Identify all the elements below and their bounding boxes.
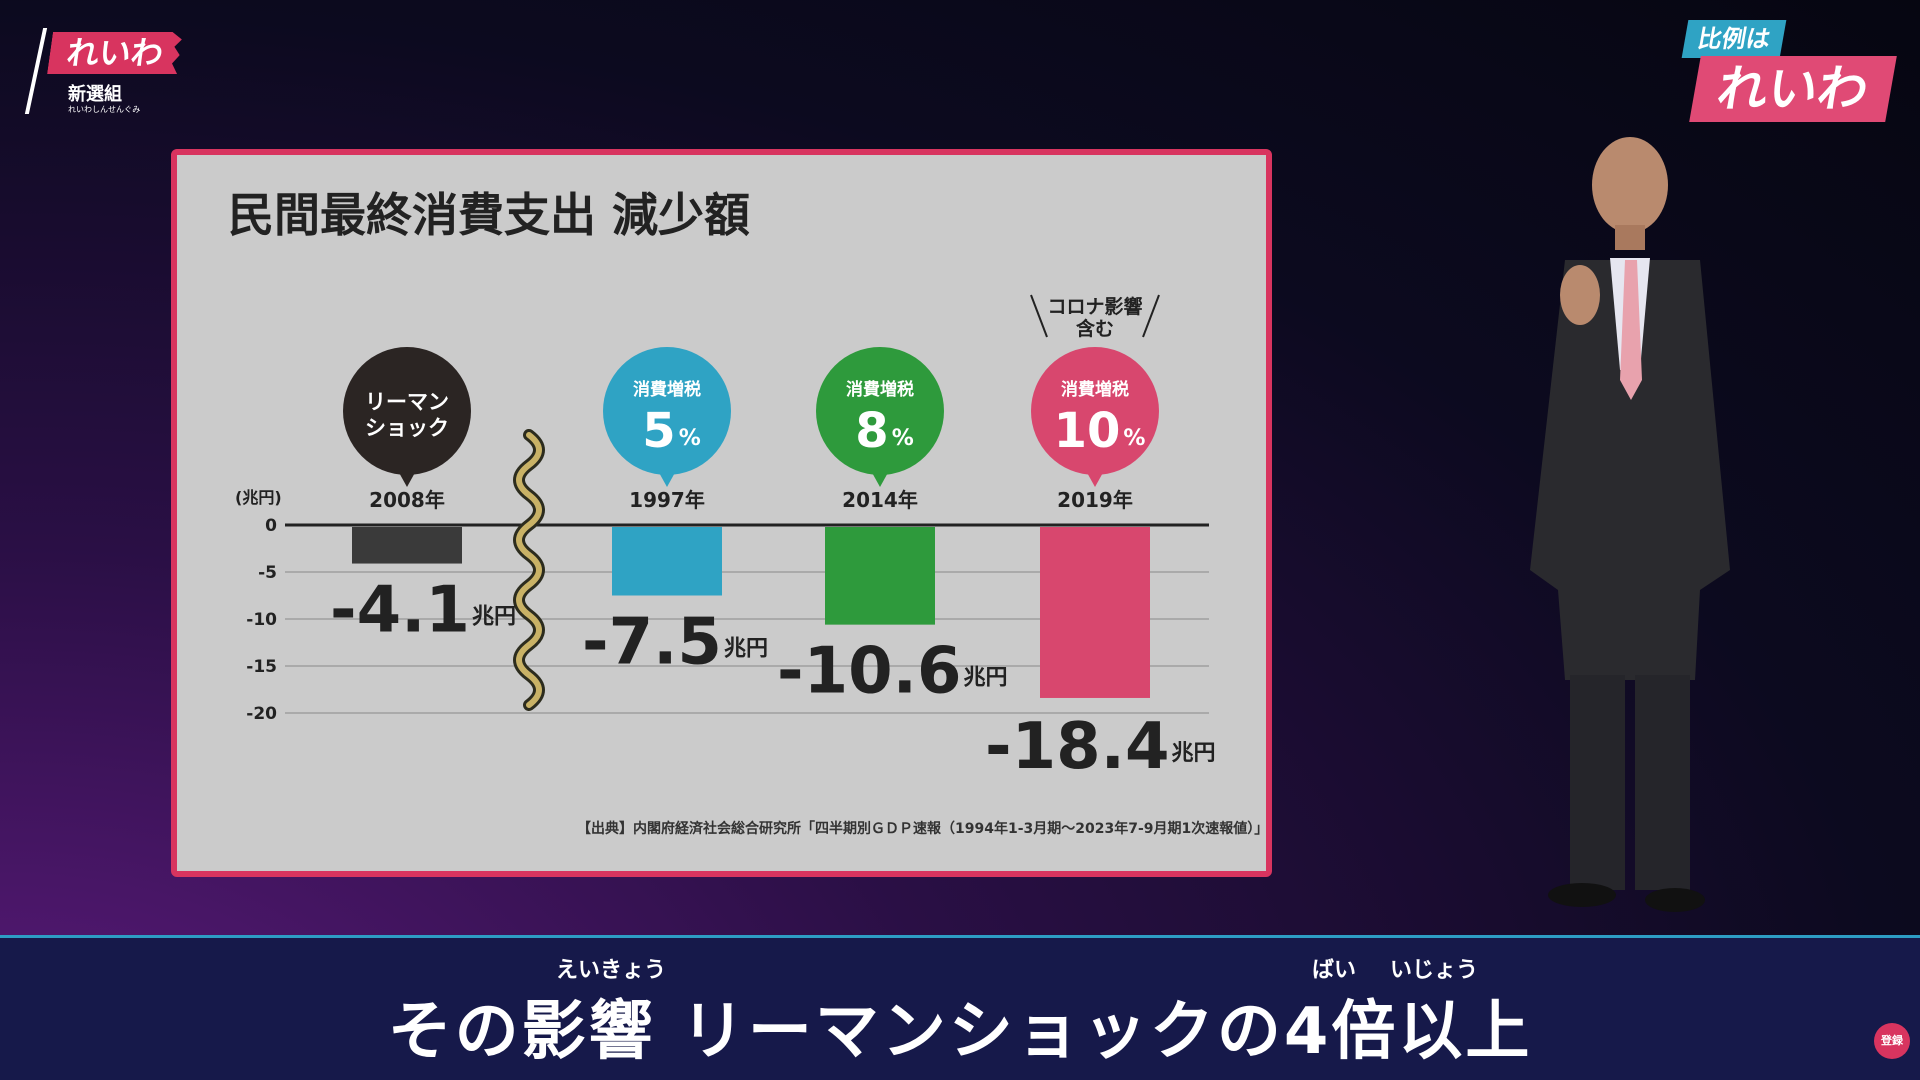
bubble-pct: % [892,426,914,451]
value-unit: 兆円 [724,637,768,662]
bar-chart: 民間最終消費支出 減少額 (兆円) 0-5-10-15-20 -4.1 兆円200… [228,188,1266,837]
vote-badge: 比例は れいわ [1681,20,1897,124]
logo-mark: れいわ [47,32,183,74]
badge-main: れいわ [1689,56,1897,122]
bubble-pointer [397,469,417,487]
annot-slash-left [1030,294,1048,338]
bubble-line1: 消費増税 [846,379,914,400]
value-unit: 兆円 [963,666,1007,691]
year-label: 1997年 [629,488,705,512]
chart-panel: 民間最終消費支出 減少額 (兆円) 0 -5 -10 -15 -20 -4.1 兆円 200… [171,149,1272,877]
badge-top: 比例は [1681,20,1787,58]
presenter-hand [1560,265,1600,325]
y-tick-labels: 0 -5 -10 -15 -20 [246,516,277,724]
bubble-line1: 消費増税 [633,379,701,400]
bubble-pointer [1085,469,1105,487]
bubbles: リーマンショック 消費増税 5 % 消費増税 8 % 消費増税 10% [343,347,1159,487]
chart-title: 民間最終消費支出 減少額 [228,188,750,242]
source-note: 【出典】内閣府経済社会総合研究所「四半期別ＧＤＰ速報（1994年1-3月期〜20… [577,820,1266,837]
annot-line: 含む [1076,317,1114,340]
bubble-rate: 5 [642,403,675,459]
value-label: -10.6 [777,635,961,709]
value-label: -4.1 [330,574,470,648]
year-label: 2014年 [842,488,918,512]
bubble-line1: 消費増税 [1061,379,1129,400]
value-label: -18.4 [985,710,1169,784]
y-tick-label: -20 [246,704,277,724]
bubble-pct: % [1123,426,1145,451]
bar-2014年 [825,527,935,625]
axis-break [513,429,545,711]
presenter-tie [1620,260,1642,400]
bubble [603,347,731,475]
presenter-shoe-right [1645,888,1705,912]
logo-slash [24,28,48,114]
presenter-neck [1615,225,1645,250]
y-tick-label: -10 [246,610,277,630]
y-tick-label: -5 [258,563,277,583]
annot-slash-right [1142,294,1160,338]
subtitle-text: その影響 リーマンショックの4倍以上 [387,995,1533,1069]
annot-line: コロナ影響 [1047,295,1142,318]
bubble-pointer [657,469,677,487]
presenter-head [1592,137,1668,233]
bar-2008年 [352,527,462,564]
presenter-jacket [1530,260,1730,680]
value-label: -7.5 [582,606,722,680]
grid-lines [285,523,1209,714]
value-unit: 兆円 [1171,741,1215,766]
ruby-bai: ばい [1312,958,1357,983]
presenter-leg-right [1635,675,1690,890]
subtitle-bar: えいきょう ばい いじょう その影響 リーマンショックの4倍以上 [0,935,1920,1080]
bubble-rate: 8 [855,403,888,459]
subscribe-button[interactable]: 登録 [1874,1023,1910,1059]
bar-1997年 [612,527,722,596]
bubble [816,347,944,475]
reiwa-logo: れいわ 新選組 れいわしんせんぐみ [24,28,184,118]
bubble-rate: 10 [1054,403,1121,459]
ruby-ijou: いじょう [1390,958,1479,983]
axis-break-fill [516,432,542,708]
unit-label: (兆円) [235,488,282,507]
presenter-shoe-left [1548,883,1616,907]
logo-sub: 新選組 [68,84,122,105]
bubble [343,347,471,475]
bubble-pct: % [679,426,701,451]
bubble-pointer [870,469,890,487]
bar-2019年 [1040,527,1150,698]
year-label: 2019年 [1057,488,1133,512]
logo-tiny: れいわしんせんぐみ [68,105,141,114]
value-unit: 兆円 [472,605,516,630]
bubble-line1: リーマン [365,390,449,414]
bubble-line2: ショック [365,416,449,440]
year-label: 2008年 [369,488,445,512]
y-tick-label: -15 [246,657,277,677]
y-tick-label: 0 [265,516,277,536]
presenter [1530,137,1730,912]
bubble [1031,347,1159,475]
presenter-leg-left [1570,675,1625,890]
ruby-eikyou: えいきょう [556,958,667,983]
